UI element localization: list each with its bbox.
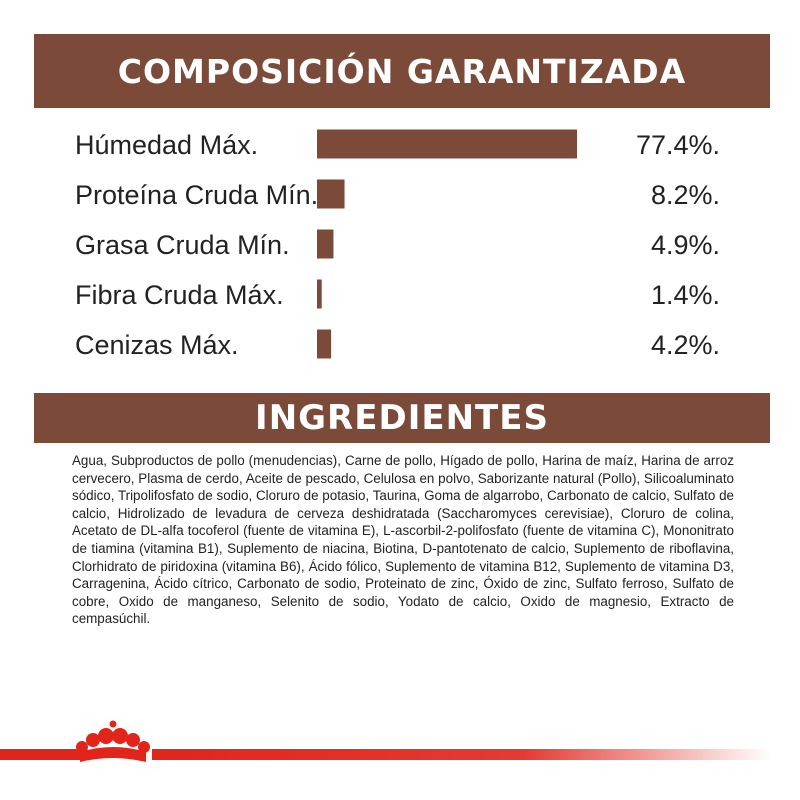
category-label: Cenizas Máx. xyxy=(75,330,239,360)
bar xyxy=(317,279,322,309)
value-label: 8.2%. xyxy=(651,180,720,210)
ingredients-header: INGREDIENTES xyxy=(34,393,770,443)
value-label: 4.9%. xyxy=(651,230,720,260)
value-label: 4.2%. xyxy=(651,330,720,360)
category-label: Grasa Cruda Mín. xyxy=(75,230,290,260)
red-stripe-right xyxy=(152,749,772,760)
ingredients-title: INGREDIENTES xyxy=(255,398,549,438)
bar xyxy=(317,129,577,159)
category-label: Proteína Cruda Mín. xyxy=(75,180,318,210)
bar xyxy=(317,329,332,359)
category-label: Húmedad Máx. xyxy=(75,130,258,160)
value-label: 1.4%. xyxy=(651,280,720,310)
category-label: Fibra Cruda Máx. xyxy=(75,280,284,310)
composition-header: COMPOSICIÓN GARANTIZADA xyxy=(34,34,770,108)
composition-title: COMPOSICIÓN GARANTIZADA xyxy=(117,51,687,91)
footer-brand-stripe xyxy=(0,720,772,762)
ingredients-text: Agua, Subproductos de pollo (menudencias… xyxy=(72,453,734,627)
value-label: 77.4%. xyxy=(636,130,720,160)
composition-chart: Húmedad Máx. 77.4%. Proteína Cruda Mín. 8.2… xyxy=(75,129,720,360)
bar xyxy=(317,229,334,259)
red-stripe-left xyxy=(0,749,80,760)
royal-crown-logo-icon xyxy=(76,720,150,762)
bar xyxy=(317,179,345,209)
